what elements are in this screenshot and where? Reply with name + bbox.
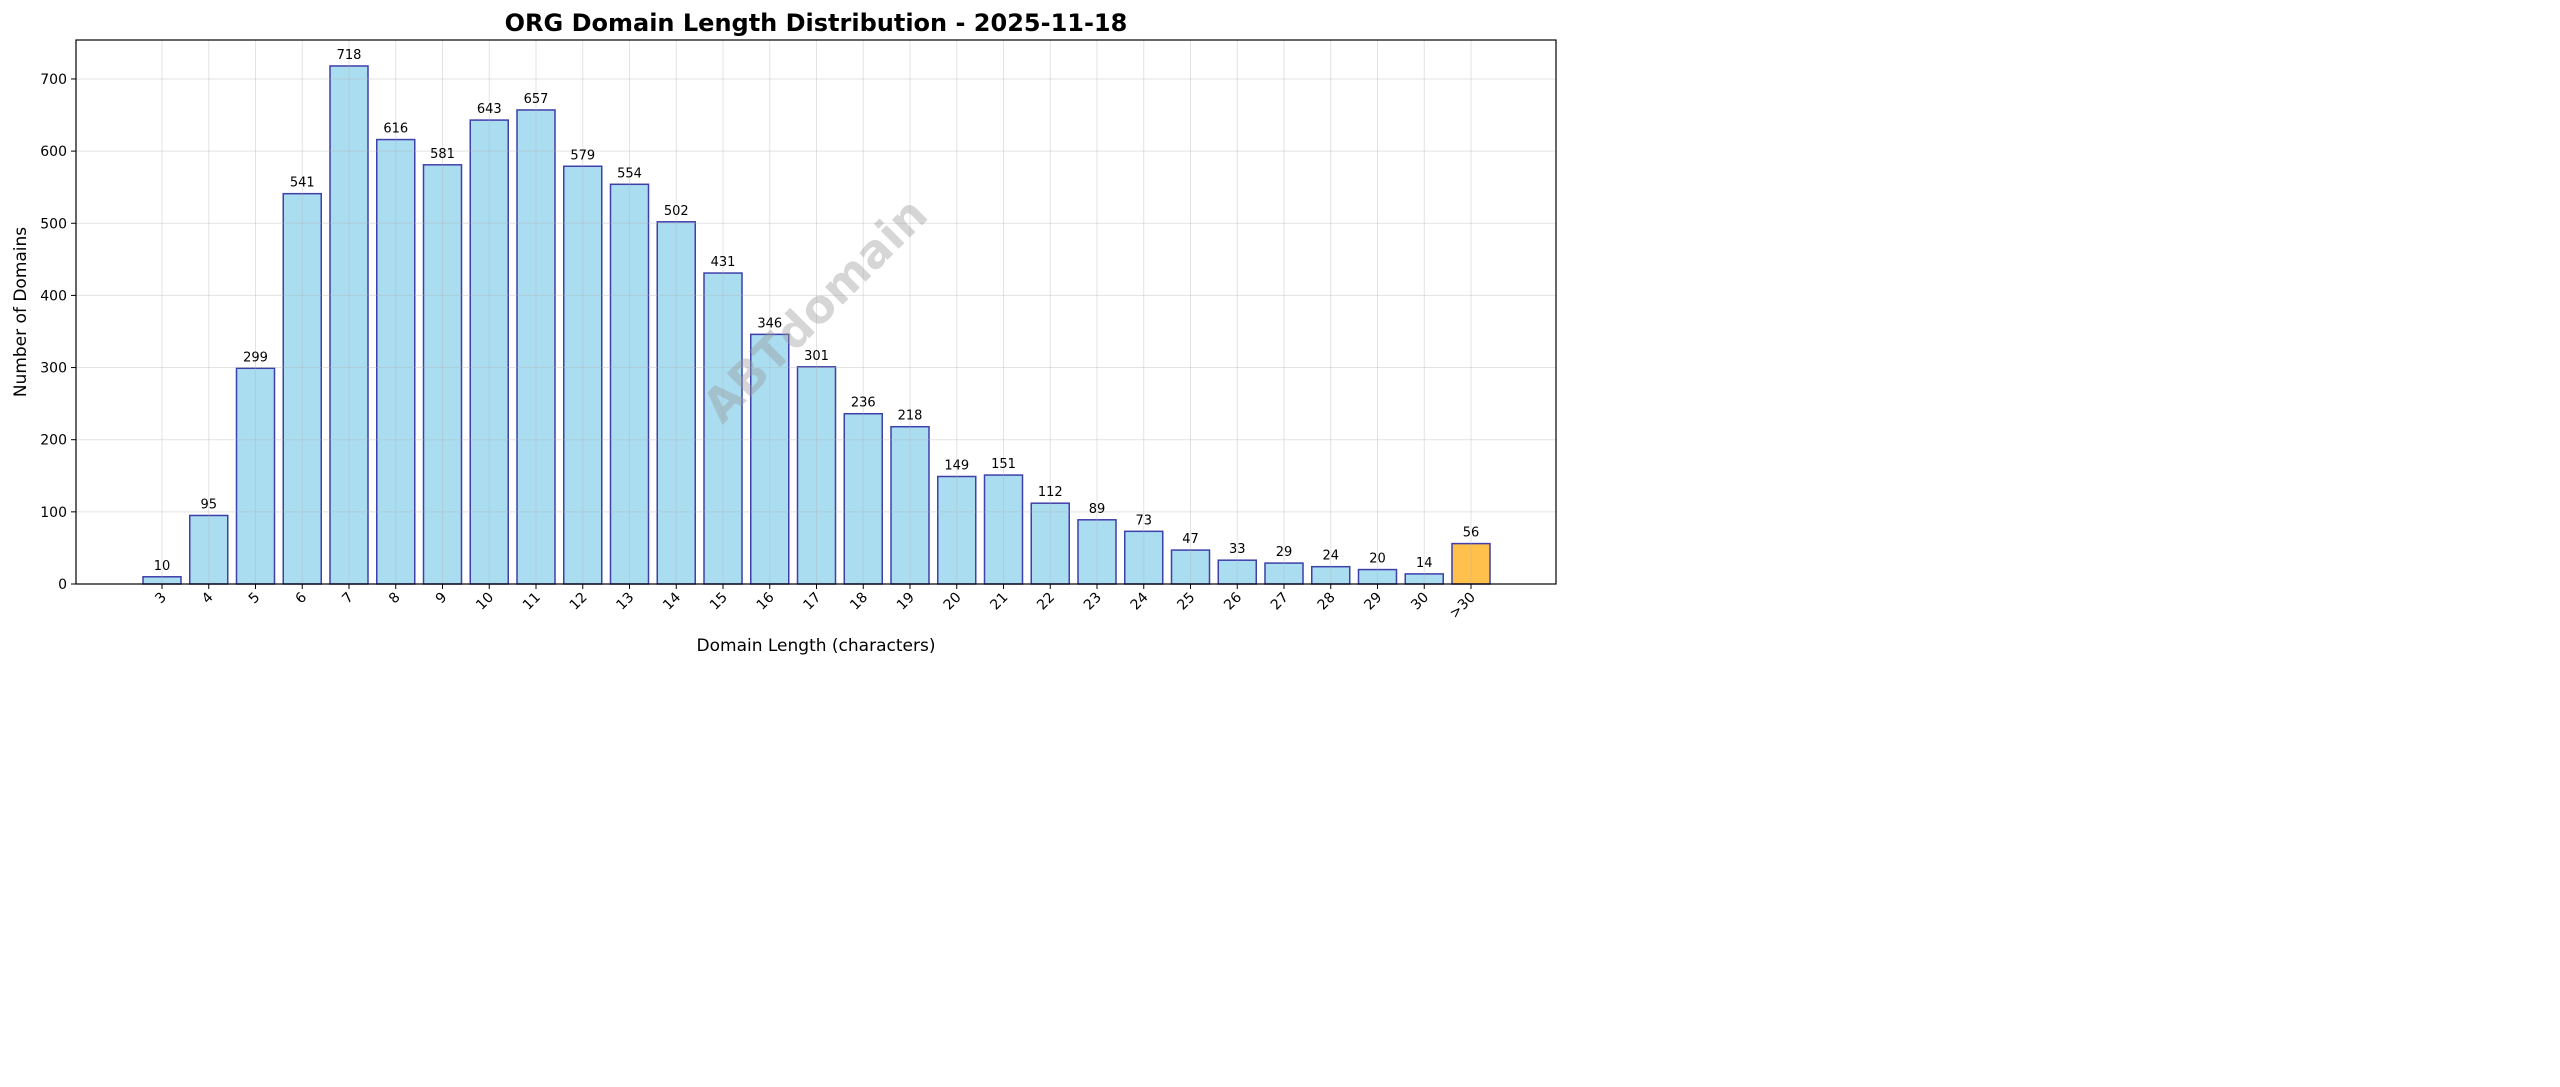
x-tick-label: 26 — [1221, 589, 1245, 613]
data-label: 33 — [1229, 542, 1246, 557]
data-label: 73 — [1135, 513, 1152, 528]
x-tick-label: 24 — [1128, 589, 1152, 613]
x-tick-label: >30 — [1447, 590, 1479, 622]
x-tick-label: 18 — [847, 590, 871, 614]
bar-10 — [469, 119, 509, 585]
bar-25 — [1170, 549, 1211, 585]
x-tick-label: 29 — [1361, 590, 1385, 614]
x-tick-label: 4 — [199, 589, 217, 607]
x-tick-label: 3 — [152, 590, 170, 608]
x-tick-label: 5 — [246, 590, 264, 608]
y-axis-ticks: 0 100 200 300 400 500 600 700 — [40, 72, 76, 593]
x-tick-label: 9 — [433, 590, 451, 608]
x-tick-label: 27 — [1268, 590, 1292, 614]
bar-9 — [422, 164, 463, 585]
bar-24 — [1124, 530, 1164, 585]
bar-23 — [1077, 519, 1117, 585]
data-label: 616 — [383, 122, 408, 137]
y-tick-label: 600 — [40, 144, 67, 160]
bar-11 — [516, 109, 556, 585]
x-tick-label: 11 — [520, 590, 544, 614]
bar-14 — [656, 221, 696, 585]
data-labels: 10 95 299 541 718 616 581 643 657 579 554 502 431 346… — [154, 48, 1480, 574]
data-label: 20 — [1369, 552, 1386, 567]
bar->30 — [1451, 542, 1491, 585]
data-label: 431 — [711, 255, 736, 270]
x-tick-label: 17 — [800, 590, 824, 614]
data-label: 112 — [1038, 485, 1063, 500]
x-tick-label: 7 — [339, 590, 357, 608]
y-tick-label: 500 — [40, 216, 67, 232]
bar-4 — [189, 514, 229, 585]
data-label: 218 — [898, 409, 923, 424]
x-tick-label: 21 — [987, 590, 1011, 614]
data-label: 47 — [1182, 532, 1199, 547]
data-label: 581 — [430, 147, 455, 162]
data-label: 24 — [1322, 549, 1339, 564]
bar-12 — [563, 165, 603, 585]
x-tick-label: 10 — [473, 590, 497, 614]
bars — [142, 65, 1491, 585]
y-tick-label: 300 — [40, 361, 67, 377]
x-tick-label: 22 — [1034, 590, 1058, 614]
bar-16 — [750, 333, 790, 585]
y-tick-label: 200 — [40, 433, 67, 449]
x-tick-label: 16 — [754, 589, 778, 613]
bar-17 — [796, 366, 837, 585]
x-tick-label: 23 — [1081, 590, 1105, 614]
y-tick-label: 0 — [58, 577, 67, 593]
data-label: 149 — [944, 458, 969, 473]
x-axis-label: Domain Length (characters) — [697, 636, 936, 656]
x-tick-label: 14 — [660, 589, 684, 613]
data-label: 502 — [664, 204, 689, 219]
x-tick-label: 6 — [292, 589, 310, 607]
data-label: 236 — [851, 396, 876, 411]
data-label: 346 — [757, 316, 782, 331]
x-tick-label: 15 — [707, 590, 731, 614]
data-label: 301 — [804, 349, 829, 364]
x-tick-label: 19 — [894, 590, 918, 614]
data-label: 89 — [1089, 502, 1106, 517]
data-label: 718 — [337, 48, 362, 63]
x-axis-ticks: 3 4 5 6 7 8 9 10 11 12 13 14 15 16 17 18 19 20 21 22 23 24 25 2… — [152, 584, 1479, 622]
data-label: 579 — [570, 148, 595, 163]
x-tick-label: 13 — [613, 590, 637, 614]
data-label: 299 — [243, 350, 268, 365]
x-tick-label: 12 — [567, 590, 591, 614]
y-tick-label: 100 — [40, 505, 67, 521]
plot-frame — [75, 39, 1557, 585]
bar-20 — [937, 475, 977, 585]
data-label: 643 — [477, 102, 502, 117]
x-tick-label: 30 — [1408, 590, 1432, 614]
x-tick-label: 25 — [1174, 590, 1198, 614]
bar-18 — [843, 412, 883, 585]
data-label: 657 — [524, 92, 549, 107]
bar-7 — [329, 65, 369, 585]
data-label: 151 — [991, 457, 1016, 472]
grid — [76, 40, 1556, 585]
data-label: 14 — [1416, 556, 1433, 571]
bar-21 — [983, 474, 1024, 585]
y-tick-label: 400 — [40, 288, 67, 304]
data-label: 541 — [290, 176, 315, 191]
chart-title: ORG Domain Length Distribution - 2025-11… — [505, 9, 1128, 37]
bar-19 — [890, 425, 930, 585]
data-label: 554 — [617, 166, 642, 181]
y-tick-label: 700 — [40, 72, 67, 88]
x-tick-label: 20 — [941, 590, 965, 614]
data-label: 29 — [1276, 545, 1293, 560]
bar-22 — [1030, 502, 1070, 585]
bar-6 — [282, 192, 322, 585]
x-tick-label: 28 — [1315, 590, 1339, 614]
data-label: 10 — [154, 559, 171, 574]
y-axis-label: Number of Domains — [11, 227, 31, 397]
bar-15 — [703, 272, 743, 585]
data-label: 95 — [200, 497, 217, 512]
bar-8 — [376, 138, 416, 585]
data-label: 56 — [1463, 526, 1480, 541]
x-tick-label: 8 — [386, 590, 404, 608]
